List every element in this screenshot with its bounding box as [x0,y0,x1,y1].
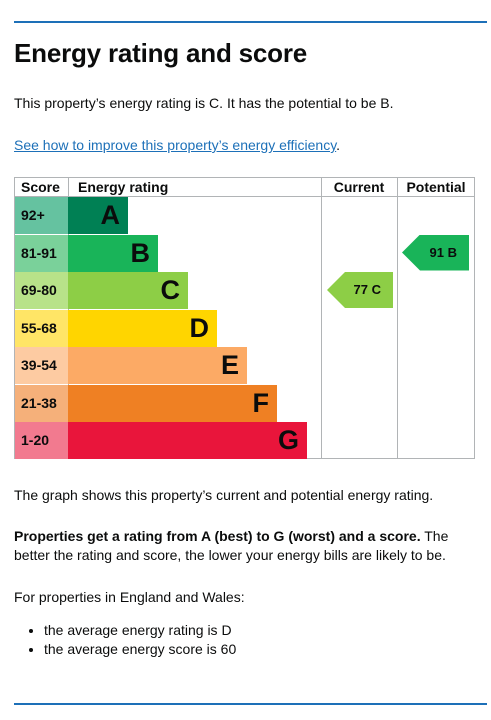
potential-divider [397,178,398,458]
improve-efficiency-link[interactable]: See how to improve this property’s energ… [14,137,337,153]
score-band-d: 55-68 [15,309,68,347]
score-band-e: 39-54 [15,347,68,384]
ratings-explanation-bold: Properties get a rating from A (best) to… [14,528,421,544]
rating-intro: This property’s energy rating is C. It h… [14,95,394,111]
current-rating-arrow: 77 C [327,272,393,308]
top-divider [14,21,487,23]
rating-letter-b: B [130,237,151,268]
region-note: For properties in England and Wales: [14,589,245,605]
score-band-a: 92+ [15,197,68,234]
averages-list: the average energy rating is D the avera… [14,621,236,659]
rating-letter-g: G [277,425,299,455]
rating-letter-d: D [189,312,210,343]
score-band-b: 81-91 [15,234,68,272]
link-suffix: . [336,137,341,153]
energy-rating-column-header: Energy rating [78,179,169,195]
ratings-explanation: Properties get a rating from A (best) to… [14,527,484,565]
score-band-f: 21-38 [15,384,68,422]
rating-letter-f: F [252,387,270,418]
rating-bar-e: E [68,347,247,384]
rating-bar-f: F [68,384,277,422]
ratings-explanation-rest: The better the rating and score, the low… [14,528,449,563]
rating-letter-c: C [160,275,181,305]
rating-letter-e: E [220,350,239,380]
graph-note: The graph shows this property’s current … [14,487,434,503]
current-column-header: Current [333,179,385,195]
page-heading: Energy rating and score [14,38,308,68]
current-divider [321,178,322,458]
score-band-c: 69-80 [15,272,68,309]
improve-paragraph: See how to improve this property’s energ… [14,136,484,155]
potential-column-header: Potential [406,179,466,195]
score-band-g: 1-20 [15,422,68,459]
rating-bar-c: C [68,272,188,309]
average-rating-item: the average energy rating is D [44,621,236,640]
header-divider [15,196,474,197]
rating-bar-a: A [68,197,128,234]
score-column-header: Score [21,179,60,195]
average-score-item: the average energy score is 60 [44,640,236,659]
rating-bar-b: B [68,234,158,272]
rating-letter-a: A [100,200,121,230]
rating-bar-g: G [68,422,307,459]
rating-bar-d: D [68,309,217,347]
bottom-divider [14,703,487,705]
potential-rating-arrow: 91 B [402,234,469,271]
energy-rating-chart: Score Energy rating Current Potential 92… [14,177,475,459]
